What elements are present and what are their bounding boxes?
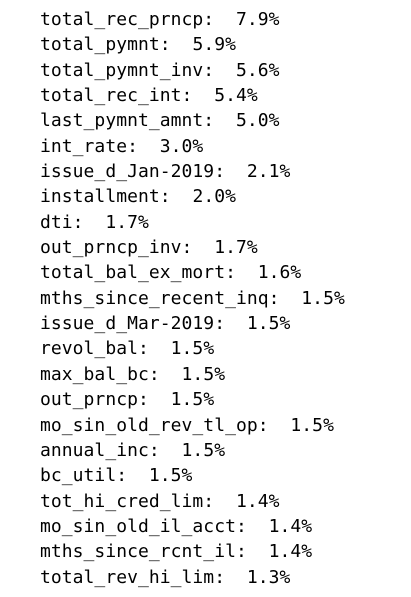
feature-value: 5.9% [192, 34, 236, 56]
feature-name: issue_d_Mar-2019: [40, 313, 226, 335]
feature-value: 1.5% [181, 439, 226, 461]
feature-name: dti: [40, 211, 84, 233]
feature-value: 3.0% [159, 135, 204, 157]
list-item: total_rec_prncp: 7.9% [40, 7, 345, 32]
feature-value: 2.1% [246, 161, 291, 183]
list-item: issue_d_Jan-2019: 2.1% [40, 159, 345, 184]
feature-name: bc_util: [40, 465, 128, 487]
feature-value: 1.5% [246, 313, 291, 335]
list-item: installment: 2.0% [40, 184, 345, 209]
list-item: out_prncp: 1.5% [40, 387, 345, 412]
feature-value: 1.6% [257, 262, 302, 284]
feature-value: 1.4% [235, 490, 280, 512]
list-item: revol_bal: 1.5% [40, 336, 345, 361]
feature-value: 1.4% [268, 541, 313, 563]
feature-value: 1.5% [181, 363, 226, 385]
feature-value: 1.5% [170, 338, 215, 360]
feature-value: 5.6% [235, 59, 280, 81]
list-item: out_prncp_inv: 1.7% [40, 235, 345, 260]
feature-name: out_prncp_inv: [40, 237, 193, 259]
list-item: mths_since_rcnt_il: 1.4% [40, 539, 345, 564]
feature-value: 2.0% [192, 186, 236, 208]
feature-name: mths_since_recent_inq: [40, 287, 280, 309]
list-item: total_rec_int: 5.4% [40, 83, 345, 108]
list-item: mths_since_recent_inq: 1.5% [40, 286, 345, 311]
list-item: dti: 1.7% [40, 210, 345, 235]
list-item: total_pymnt_inv: 5.6% [40, 58, 345, 83]
feature-name: revol_bal: [40, 338, 149, 360]
feature-name: total_rev_hi_lim: [40, 566, 226, 588]
feature-value: 1.7% [105, 211, 149, 233]
feature-name: mths_since_rcnt_il: [40, 541, 247, 563]
feature-name: total_bal_ex_mort: [40, 262, 236, 284]
feature-name: annual_inc: [40, 439, 160, 461]
feature-value: 7.9% [235, 9, 280, 30]
feature-value: 1.5% [170, 389, 215, 411]
feature-value: 1.5% [301, 287, 345, 309]
feature-value: 1.4% [268, 515, 313, 537]
list-item: bc_util: 1.5% [40, 463, 345, 488]
list-item: total_pymnt: 5.9% [40, 32, 345, 57]
list-item: total_rev_hi_lim: 1.3% [40, 565, 345, 590]
list-item: total_bal_ex_mort: 1.6% [40, 260, 345, 285]
feature-value: 1.5% [148, 465, 193, 487]
feature-name: mo_sin_old_il_acct: [40, 515, 247, 537]
list-item: annual_inc: 1.5% [40, 438, 345, 463]
feature-value: 5.0% [235, 110, 280, 132]
feature-name: out_prncp: [40, 389, 149, 411]
list-item: mo_sin_old_il_acct: 1.4% [40, 514, 345, 539]
feature-name: tot_hi_cred_lim: [40, 490, 215, 512]
feature-name: total_rec_int: [40, 85, 193, 107]
feature-value: 1.5% [290, 414, 334, 436]
list-item: last_pymnt_amnt: 5.0% [40, 108, 345, 133]
list-item: int_rate: 3.0% [40, 134, 345, 159]
feature-name: total_pymnt: [40, 34, 171, 56]
feature-name: total_pymnt_inv: [40, 59, 215, 81]
feature-value: 5.4% [214, 85, 258, 107]
feature-name: total_rec_prncp: [40, 9, 215, 30]
feature-name: max_bal_bc: [40, 363, 160, 385]
list-item: max_bal_bc: 1.5% [40, 362, 345, 387]
feature-name: installment: [40, 186, 171, 208]
list-item: mo_sin_old_rev_tl_op: 1.5% [40, 413, 345, 438]
feature-name: issue_d_Jan-2019: [40, 161, 226, 183]
feature-name: mo_sin_old_rev_tl_op: [40, 414, 269, 436]
list-item: issue_d_Mar-2019: 1.5% [40, 311, 345, 336]
feature-value: 1.7% [214, 237, 258, 259]
feature-name: int_rate: [40, 135, 138, 157]
list-item: tot_hi_cred_lim: 1.4% [40, 489, 345, 514]
feature-name: last_pymnt_amnt: [40, 110, 215, 132]
feature-value: 1.3% [246, 566, 291, 588]
feature-importance-list: total_rec_prncp: 7.9% total_pymnt: 5.9% … [40, 7, 345, 590]
